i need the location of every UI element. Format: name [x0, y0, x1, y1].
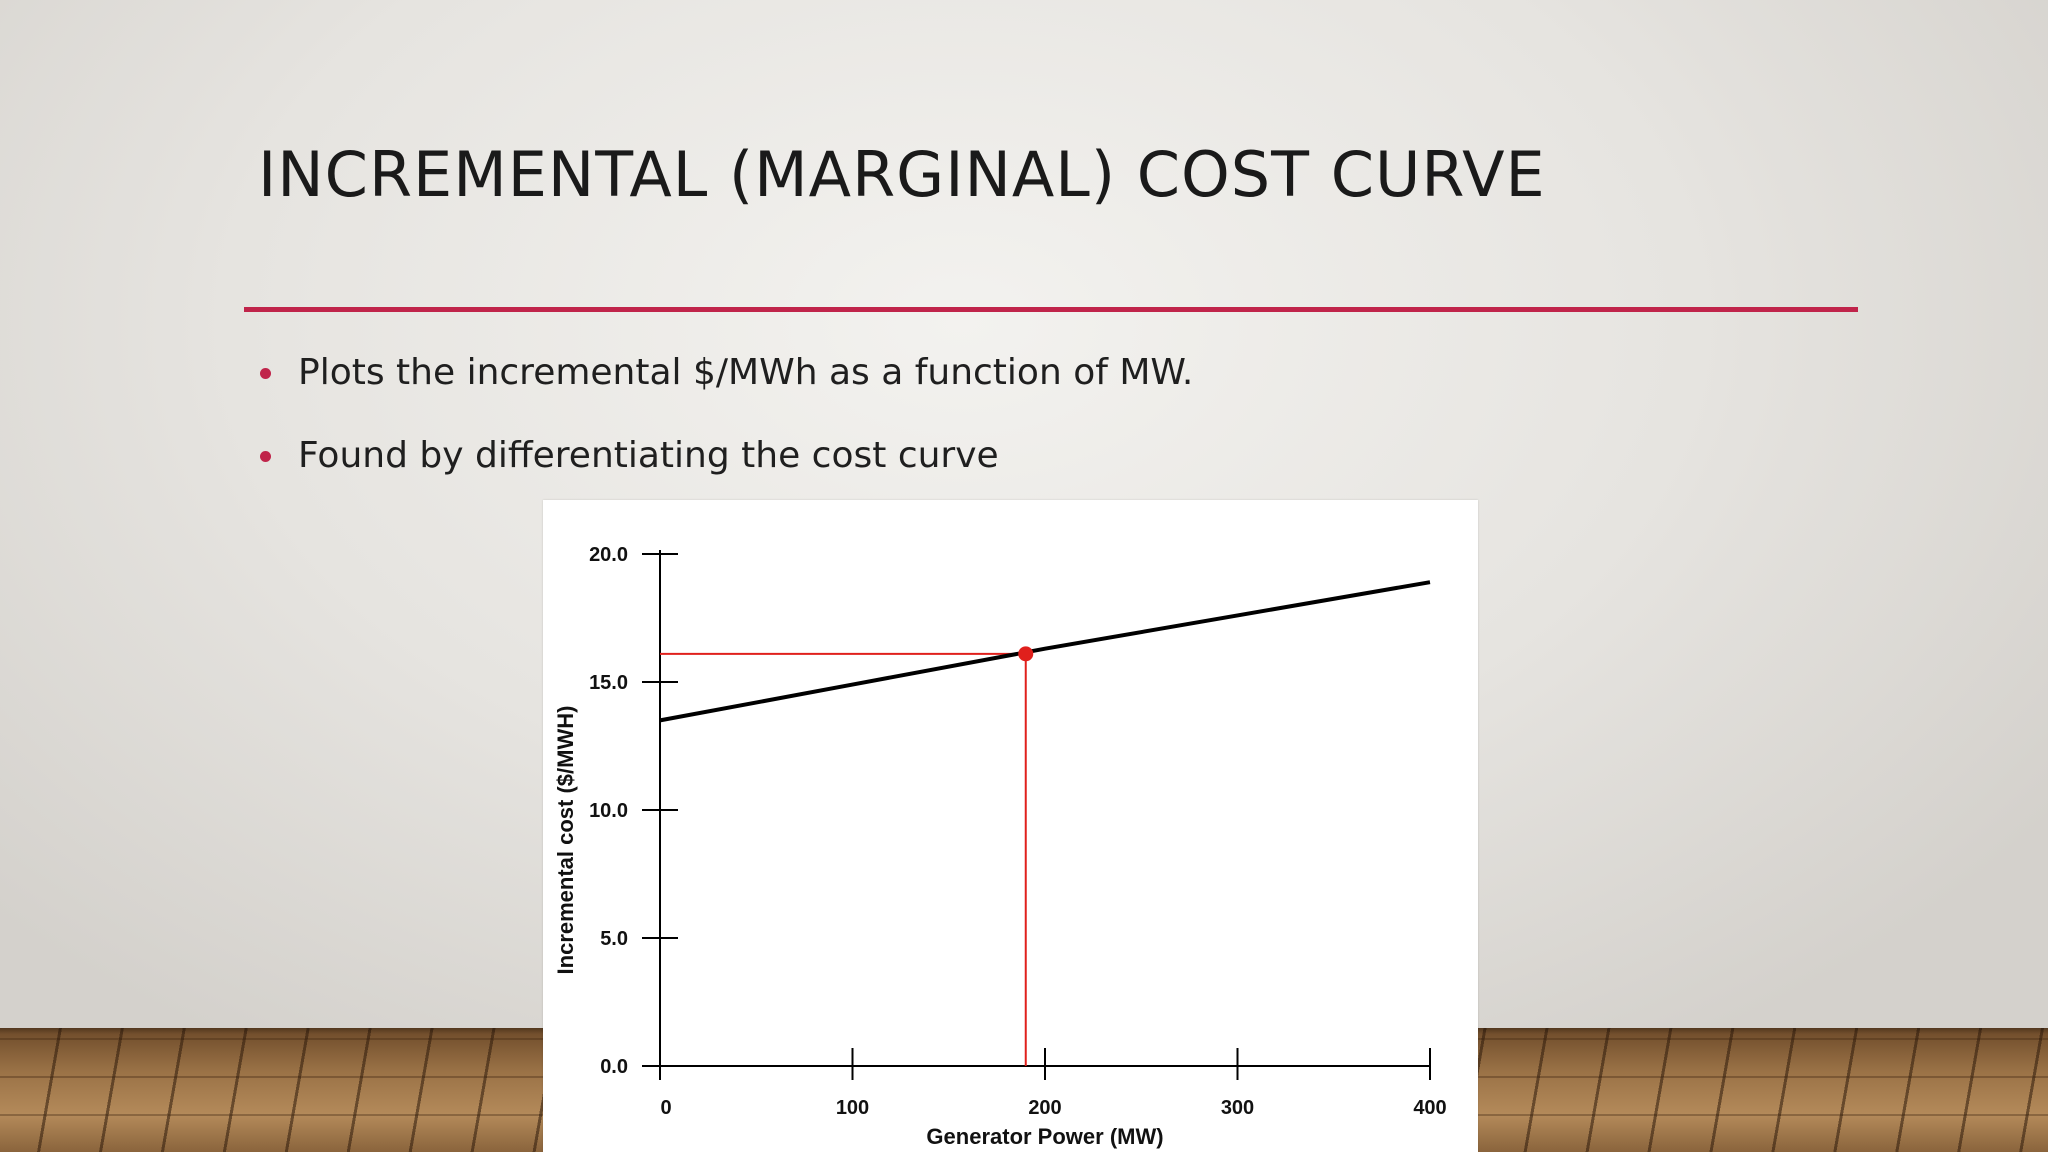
x-tick-label: 300 — [1221, 1097, 1254, 1119]
x-tick-label: 100 — [836, 1097, 869, 1119]
chart-guide-lines — [660, 652, 1027, 1066]
x-tick-label: 400 — [1413, 1097, 1446, 1119]
incremental-cost-line — [659, 580, 1431, 723]
y-tick-label: 15.0 — [589, 672, 628, 694]
x-tick-label: 200 — [1028, 1097, 1061, 1119]
bullet-text: Found by differentiating the cost curve — [298, 435, 999, 476]
title-divider — [244, 307, 1858, 312]
operating-point-marker — [1018, 646, 1034, 662]
x-tick-label: 0 — [660, 1097, 671, 1119]
bullet-marker — [260, 451, 271, 462]
x-axis-title: Generator Power (MW) — [926, 1124, 1163, 1149]
chart-series — [659, 580, 1431, 723]
slide-title: INCREMENTAL (MARGINAL) COST CURVE — [258, 138, 1546, 211]
incremental-cost-chart: 0.0 5.0 10.0 15.0 20.0 0 100 200 300 400 Generato… — [553, 544, 1447, 1149]
y-tick-label: 0.0 — [600, 1056, 628, 1078]
bullet-marker — [260, 368, 271, 379]
chart-tick-labels: 0.0 5.0 10.0 15.0 20.0 0 100 200 300 400 — [589, 544, 1447, 1119]
chart-axes — [642, 550, 1431, 1080]
bullet-text: Plots the incremental $/MWh as a functio… — [298, 352, 1194, 393]
y-tick-label: 10.0 — [589, 800, 628, 822]
y-axis-title: Incremental cost ($/MWH) — [553, 706, 578, 975]
y-tick-label: 20.0 — [589, 544, 628, 566]
chart-panel: 0.0 5.0 10.0 15.0 20.0 0 100 200 300 400 Generato… — [543, 500, 1478, 1152]
y-tick-label: 5.0 — [600, 928, 628, 950]
